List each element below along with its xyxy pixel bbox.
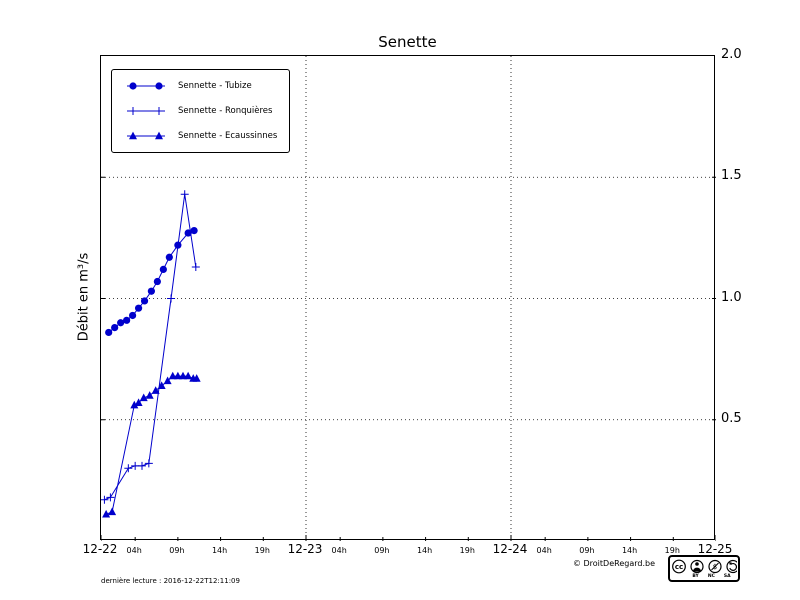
marker-triangle bbox=[129, 131, 137, 140]
legend-label: Sennette - Ronquières bbox=[178, 106, 273, 116]
x-tick-day-label: 12-23 bbox=[287, 542, 323, 556]
legend-item: Sennette - Ronquières bbox=[124, 105, 277, 117]
legend-marker-triangle bbox=[127, 131, 165, 140]
marker-plus bbox=[144, 459, 153, 468]
x-tick-hour-label: 19h bbox=[254, 546, 270, 555]
last-reading-text: dernière lecture : 2016-12-22T12:11:09 bbox=[101, 577, 240, 585]
legend-marker-circle bbox=[127, 82, 165, 90]
marker-circle bbox=[159, 265, 167, 273]
x-tick-hour-label: 04h bbox=[331, 546, 347, 555]
marker-triangle bbox=[139, 393, 148, 402]
cc-license-terms: BY NC SA bbox=[692, 574, 730, 579]
marker-triangle bbox=[134, 398, 143, 406]
cc-term-nc: NC bbox=[707, 573, 715, 579]
cc-term-sa: SA bbox=[723, 573, 731, 579]
legend: Sennette - Tubize Sennette - Ronquières Se… bbox=[111, 69, 291, 153]
marker-plus bbox=[106, 493, 115, 502]
marker-triangle bbox=[130, 400, 139, 409]
x-tick-day-label: 12-25 bbox=[697, 542, 733, 556]
y-axis-label: Débit en m³/s bbox=[76, 252, 92, 342]
legend-marker-plus bbox=[127, 107, 165, 115]
x-tick-hour-label: 09h bbox=[374, 546, 390, 555]
x-tick-hour-label: 14h bbox=[416, 546, 433, 555]
marker-plus bbox=[191, 262, 200, 271]
marker-triangle bbox=[163, 376, 172, 385]
x-tick-hour-label: 04h bbox=[536, 546, 552, 555]
legend-label: Sennette - Tubize bbox=[178, 81, 252, 91]
marker-triangle bbox=[155, 131, 163, 140]
marker-triangle bbox=[192, 374, 201, 382]
marker-plus bbox=[129, 107, 137, 115]
marker-circle bbox=[129, 82, 137, 90]
marker-triangle bbox=[145, 391, 154, 399]
marker-circle bbox=[165, 253, 173, 261]
marker-plus bbox=[167, 294, 176, 303]
x-tick-day-label: 12-22 bbox=[82, 542, 118, 556]
marker-triangle bbox=[173, 371, 182, 380]
legend-item: Sennette - Tubize bbox=[124, 80, 277, 92]
marker-circle bbox=[140, 297, 149, 305]
cc-by-icon bbox=[690, 559, 704, 573]
marker-triangle bbox=[179, 371, 187, 380]
marker-circle bbox=[105, 328, 113, 337]
marker-circle bbox=[153, 277, 161, 286]
x-tick-hour-label: 14h bbox=[211, 546, 228, 555]
marker-triangle bbox=[151, 386, 160, 394]
cc-license-badge: cc $ BY NC SA bbox=[668, 555, 740, 582]
marker-plus bbox=[180, 190, 189, 199]
marker-circle bbox=[129, 311, 137, 320]
marker-circle bbox=[155, 82, 163, 90]
marker-triangle bbox=[108, 507, 117, 516]
cc-term-by: BY bbox=[692, 573, 699, 579]
marker-plus bbox=[138, 461, 146, 470]
footer-status: dernière lecture : 2016-12-22T12:11:09 d… bbox=[101, 556, 240, 600]
y-tick-label: 0.5 bbox=[721, 410, 742, 426]
y-tick-label: 2.0 bbox=[721, 47, 742, 62]
x-tick-day-label: 12-24 bbox=[492, 542, 528, 556]
marker-circle bbox=[134, 304, 143, 312]
copyright-text: © DroitDeRegard.be bbox=[572, 559, 655, 568]
plot-canvas bbox=[101, 56, 716, 541]
x-tick-hour-label: 09h bbox=[579, 546, 595, 555]
marker-triangle bbox=[184, 371, 193, 380]
marker-triangle bbox=[102, 509, 111, 518]
marker-circle bbox=[190, 227, 198, 235]
cc-sa-icon bbox=[726, 559, 737, 573]
legend-item: Sennette - Ecaussinnes bbox=[124, 130, 277, 142]
y-tick-label: 1.5 bbox=[721, 168, 742, 184]
legend-label: Sennette - Ecaussinnes bbox=[178, 131, 278, 141]
chart-title: Senette bbox=[378, 33, 437, 51]
marker-plus bbox=[101, 495, 109, 504]
svg-text:cc: cc bbox=[675, 563, 683, 571]
marker-circle bbox=[123, 316, 131, 324]
x-tick-hour-label: 19h bbox=[459, 546, 475, 555]
marker-triangle bbox=[157, 381, 166, 389]
marker-circle bbox=[111, 324, 119, 332]
marker-circle bbox=[117, 319, 125, 327]
cc-logo-icon bbox=[672, 559, 686, 573]
y-tick-label: 1.0 bbox=[721, 289, 742, 305]
cc-nc-icon bbox=[708, 559, 722, 573]
x-tick-hour-label: 14h bbox=[621, 546, 638, 555]
marker-plus bbox=[131, 461, 140, 470]
marker-triangle bbox=[168, 371, 177, 380]
marker-plus bbox=[155, 107, 163, 115]
marker-circle bbox=[147, 287, 155, 295]
cc-license-icons: cc $ bbox=[672, 559, 737, 573]
plot-area: Sennette - Tubize Sennette - Ronquières Se… bbox=[100, 55, 716, 541]
x-tick-hour-label: 09h bbox=[169, 546, 185, 555]
x-tick-hour-label: 04h bbox=[126, 546, 142, 555]
x-tick-hour-label: 19h bbox=[664, 546, 680, 555]
marker-plus bbox=[124, 464, 133, 473]
